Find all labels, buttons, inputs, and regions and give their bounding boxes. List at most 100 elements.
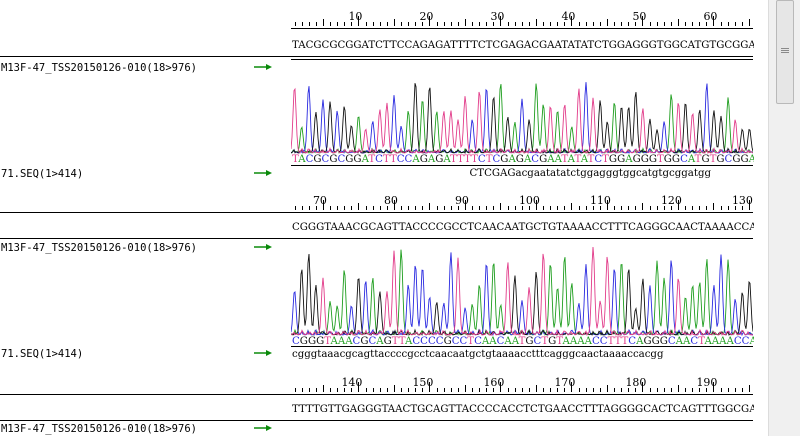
called-base: A <box>337 336 346 347</box>
reference-sequence-row-3: TTTTGTTGAGGGTAACTGCAGTTACCCCACCTCTGAACCT… <box>292 404 754 415</box>
ruler-tick <box>621 388 623 392</box>
ruler-tick <box>685 22 687 26</box>
trace-C <box>291 82 753 154</box>
called-base: C <box>352 336 361 347</box>
ruler-position-label: 40 <box>561 10 576 23</box>
right-arrow-icon <box>254 170 272 176</box>
ruler-tick <box>734 22 736 26</box>
ruler-tick <box>557 22 559 26</box>
alignment-viewport[interactable]: 10 20 30 40 50 60 TACGCGCGGATCTTCCAGAGATTTTCT… <box>0 0 768 436</box>
ruler-tick <box>457 388 459 392</box>
ruler-tick <box>578 22 580 26</box>
ruler-tick <box>741 388 743 392</box>
ruler-tick <box>472 22 474 26</box>
ruler-tick <box>670 206 672 210</box>
right-arrow-icon <box>254 350 272 356</box>
ruler-tick <box>727 388 729 392</box>
divider <box>0 56 753 57</box>
ruler-tick <box>386 206 388 210</box>
ruler-tick <box>699 22 701 26</box>
read-track-label[interactable]: 71.SEQ(1>414) <box>1 348 84 360</box>
ruler-tick <box>692 22 694 26</box>
vertical-scrollbar[interactable] <box>768 0 800 436</box>
reference-sequence-row-1: TACGCGCGGATCTTCCAGAGATTTTCTCGAGACGAATATA… <box>292 40 754 51</box>
called-base: T <box>614 336 622 347</box>
chromatogram-2 <box>291 246 753 336</box>
called-base: T <box>471 154 478 165</box>
ruler-position-label: 80 <box>383 194 398 207</box>
called-base: A <box>683 336 691 347</box>
called-base: G <box>313 154 322 165</box>
called-base: T <box>382 154 390 165</box>
ruler-tick <box>372 388 374 392</box>
ruler-tick <box>550 388 552 392</box>
ruler-tick <box>670 22 672 26</box>
position-ruler-3: 140 150 160 170 180 190 <box>291 376 753 392</box>
called-base: T <box>607 336 615 347</box>
ruler-tick <box>677 19 679 26</box>
ruler-tick <box>521 22 523 26</box>
trace-A <box>291 83 753 154</box>
ruler-position-label: 140 <box>341 376 363 389</box>
ruler-tick <box>429 382 431 392</box>
ruler-tick <box>550 206 552 210</box>
ruler-position-label: 60 <box>703 10 718 23</box>
reference-track-label[interactable]: M13F-47_TSS20150126-010(18>976) <box>1 62 197 74</box>
ruler-tick <box>720 22 722 26</box>
ruler-tick <box>720 388 722 392</box>
ruler-tick <box>606 200 608 210</box>
ruler-tick <box>301 388 303 392</box>
ruler-tick <box>493 22 495 26</box>
ruler-tick <box>706 22 708 26</box>
ruler-tick <box>351 388 353 392</box>
ruler-tick <box>308 388 310 392</box>
called-base: C <box>667 336 676 347</box>
scrollbar-thumb[interactable] <box>776 0 794 104</box>
called-base: C <box>396 154 405 165</box>
read-track-label[interactable]: 71.SEQ(1>414) <box>1 168 84 180</box>
ruler-tick <box>628 206 630 210</box>
ruler-tick <box>734 388 736 392</box>
ruler-tick <box>315 206 317 210</box>
ruler-tick <box>571 203 573 210</box>
ruler-tick <box>500 382 502 392</box>
read-aligned-sequence-row-2: cgggtaaacgcagttaccccgcctcaacaatgctgtaaaa… <box>292 349 664 360</box>
called-base: T <box>698 336 705 347</box>
ruler-tick <box>585 388 587 392</box>
position-ruler-2: 70 80 90 100 110 120 130 <box>291 194 753 210</box>
called-base: A <box>523 154 532 165</box>
ruler-tick <box>663 206 665 210</box>
ruler-tick <box>656 22 658 26</box>
ruler-position-label: 100 <box>518 194 540 207</box>
ruler-tick <box>571 382 573 392</box>
ruler-tick <box>663 388 665 392</box>
ruler-tick <box>649 22 651 26</box>
ruler-tick <box>649 388 651 392</box>
ruler-tick <box>571 16 573 26</box>
ruler-tick <box>500 16 502 26</box>
ruler-tick <box>443 206 445 210</box>
called-base: T <box>464 154 472 165</box>
called-base: C <box>451 336 460 347</box>
called-base: C <box>474 336 482 347</box>
ruler-tick <box>450 22 452 26</box>
trace-T <box>291 246 753 336</box>
reference-track-label[interactable]: M13F-47_TSS20150126-010(18>976) <box>1 423 197 435</box>
reference-track-label[interactable]: M13F-47_TSS20150126-010(18>976) <box>1 242 197 254</box>
ruler-tick <box>365 206 367 210</box>
ruler-tick <box>507 206 509 210</box>
ruler-tick <box>422 388 424 392</box>
ruler-tick <box>628 22 630 26</box>
called-base: G <box>732 154 741 165</box>
ruler-tick <box>393 200 395 210</box>
ruler-position-label: 10 <box>348 10 363 23</box>
ruler-tick <box>663 22 665 26</box>
called-base: C <box>594 154 603 165</box>
called-base: A <box>687 154 695 165</box>
ruler-tick <box>699 206 701 210</box>
ruler-tick <box>337 22 339 26</box>
called-base: C <box>292 336 300 347</box>
ruler-tick <box>457 22 459 26</box>
called-base: C <box>724 154 733 165</box>
ruler-tick <box>535 19 537 26</box>
